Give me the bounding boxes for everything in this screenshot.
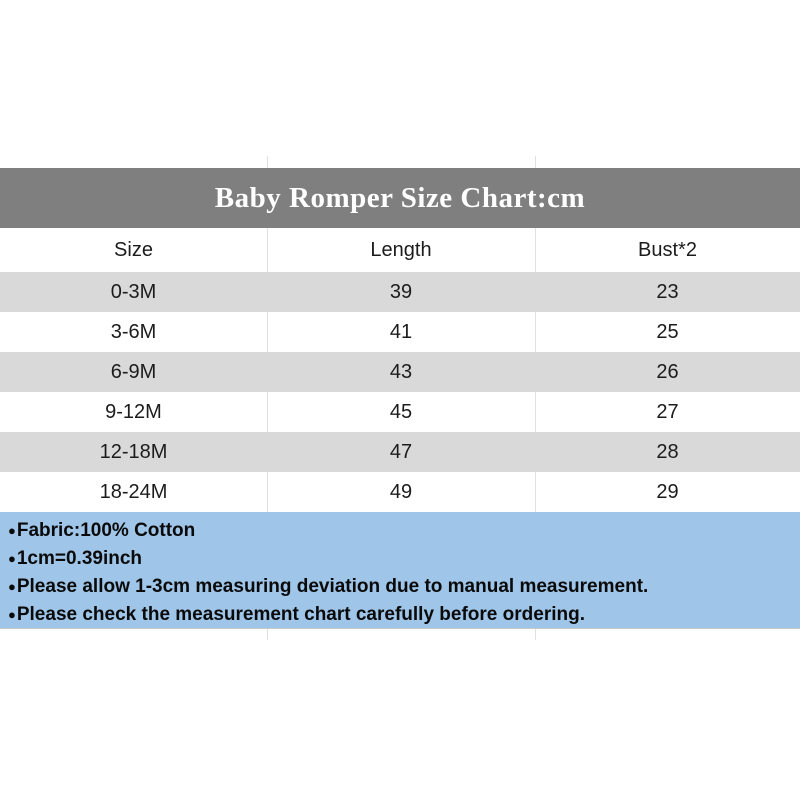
bullet-icon: ● — [8, 579, 16, 594]
bust-cell: 28 — [656, 440, 679, 463]
table-column-divider-left — [267, 156, 268, 640]
note-text: 1cm=0.39inch — [16, 548, 143, 569]
column-header-size: Size — [114, 238, 153, 261]
note-deviation: ●Please allow 1-3cm measuring deviation … — [8, 573, 790, 601]
table-row: 6-9M 43 26 — [0, 352, 800, 392]
size-cell: 18-24M — [99, 480, 168, 503]
size-cell: 3-6M — [110, 320, 157, 343]
size-cell: 6-9M — [110, 360, 157, 383]
note-conversion: ●1cm=0.39inch — [8, 545, 790, 573]
size-cell: 9-12M — [105, 400, 162, 423]
length-cell: 41 — [389, 320, 413, 343]
length-cell: 43 — [389, 360, 413, 383]
bust-cell: 25 — [656, 320, 679, 343]
size-cell: 0-3M — [110, 280, 157, 303]
table-row: 18-24M 49 29 — [0, 472, 800, 512]
size-chart-title: Baby Romper Size Chart:cm — [214, 181, 586, 214]
bullet-icon: ● — [8, 523, 16, 538]
bust-cell: 29 — [656, 480, 679, 503]
column-header-length: Length — [370, 238, 432, 261]
bust-cell: 27 — [656, 400, 679, 423]
table-row: 9-12M 45 27 — [0, 392, 800, 432]
bust-cell: 23 — [656, 280, 679, 303]
bust-cell: 26 — [656, 360, 679, 383]
size-cell: 12-18M — [99, 440, 168, 463]
length-cell: 49 — [389, 480, 413, 503]
table-row: 0-3M 39 23 — [0, 272, 800, 312]
length-cell: 39 — [389, 280, 413, 303]
column-header-bust: Bust*2 — [638, 238, 697, 261]
table-row: 3-6M 41 25 — [0, 312, 800, 352]
table-row: 12-18M 47 28 — [0, 432, 800, 472]
length-cell: 45 — [389, 400, 413, 423]
note-check-chart: ●Please check the measurement chart care… — [8, 601, 790, 629]
notes-panel: ●Fabric:100% Cotton ●1cm=0.39inch ●Pleas… — [0, 512, 800, 629]
table-header-row: Size Length Bust*2 — [0, 228, 800, 272]
table-column-divider-right — [535, 156, 536, 640]
length-cell: 47 — [389, 440, 413, 463]
size-chart-title-bar: Baby Romper Size Chart:cm — [0, 168, 800, 228]
bullet-icon: ● — [8, 551, 16, 566]
note-text: Please check the measurement chart caref… — [16, 604, 585, 625]
note-fabric: ●Fabric:100% Cotton — [8, 517, 790, 545]
note-text: Fabric:100% Cotton — [16, 520, 196, 541]
note-text: Please allow 1-3cm measuring deviation d… — [16, 576, 649, 597]
bullet-icon: ● — [8, 607, 16, 622]
